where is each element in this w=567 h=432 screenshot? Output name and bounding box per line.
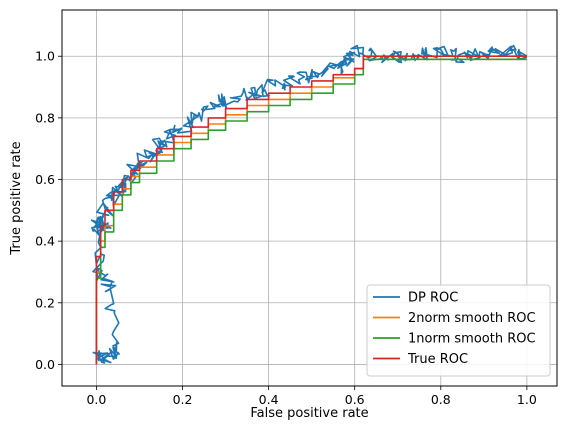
x-tick-label: 0.2 [173, 392, 193, 407]
legend-box [366, 284, 551, 377]
legend-label: 2norm smooth ROC [408, 311, 536, 326]
legend-label: True ROC [407, 352, 468, 367]
legend-label: 1norm smooth ROC [408, 332, 536, 347]
x-axis-label: False positive rate [250, 406, 368, 421]
y-axis-label: True positive rate [9, 141, 24, 255]
y-tick-label: 0.4 [35, 234, 55, 249]
series-layer [90, 44, 528, 365]
y-tick-label: 0.6 [35, 172, 55, 187]
series-line-1norm-smooth-roc [95, 58, 527, 365]
grid [62, 10, 557, 386]
y-tick-label: 0.8 [35, 110, 55, 125]
x-tick-label: 0.0 [86, 392, 106, 407]
x-tick-label: 1.0 [517, 392, 537, 407]
y-tick-label: 0.0 [35, 357, 55, 372]
x-tick-label: 0.8 [431, 392, 451, 407]
y-tick-label: 0.2 [35, 295, 55, 310]
legend: DP ROC 2norm smooth ROC 1norm smooth ROC Tr… [366, 284, 551, 377]
x-tick-label: 0.4 [259, 392, 279, 407]
series-line-true-roc [95, 55, 527, 365]
plot-frame [61, 9, 558, 387]
legend-label: DP ROC [408, 291, 458, 306]
x-tick-label: 0.6 [345, 392, 365, 407]
y-tick-label: 1.0 [35, 49, 55, 64]
ticks: 0.0 0.2 0.4 0.6 0.8 1.0 0.0 0.2 0.4 0.6 0.8 1.0 [35, 49, 537, 407]
